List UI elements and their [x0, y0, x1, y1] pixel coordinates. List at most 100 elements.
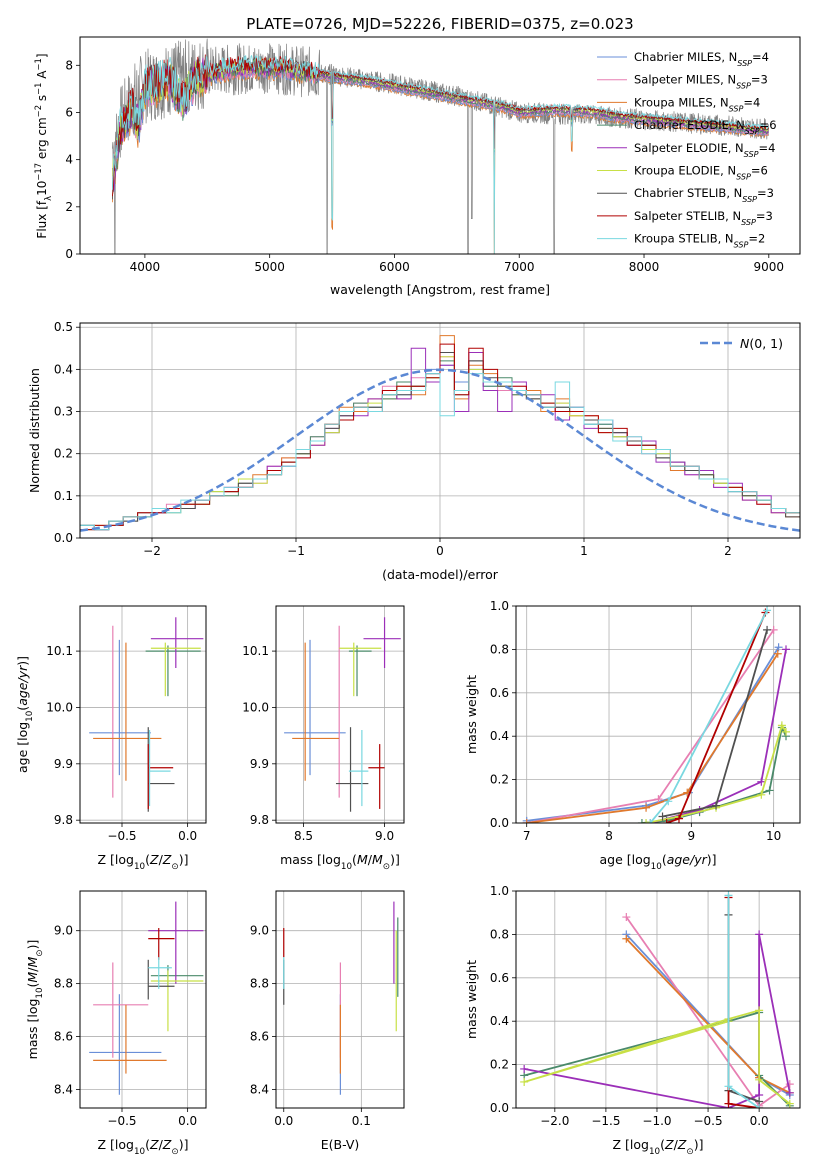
- y-tick-label: 9.0: [250, 924, 269, 938]
- x-axis-label: mass [log10(M/M⊙)]: [280, 852, 400, 872]
- x-axis-label: E(B-V): [321, 1137, 360, 1152]
- weight-point-s-elodie: [520, 1064, 529, 1073]
- legend-label: Salpeter MILES, NSSP=3: [634, 73, 768, 91]
- y-tick-label: 1.0: [490, 599, 509, 613]
- x-axis-label: wavelength [Angstrom, rest frame]: [330, 282, 550, 297]
- legend-label: Kroupa ELODIE, NSSP=6: [634, 164, 768, 182]
- weight-line-k-elodie: [523, 1009, 791, 1105]
- weight-point-s-elodie: [782, 645, 791, 654]
- model-spectrum-k-stelib: [112, 54, 769, 254]
- weight-point-s-stelib: [662, 819, 671, 823]
- y-tick-label: 9.8: [54, 813, 73, 827]
- x-tick-label: 0.0: [750, 1114, 769, 1128]
- y-tick-label: 10.0: [242, 700, 269, 714]
- x-tick-label: 8.5: [294, 829, 313, 843]
- weight-line-k-elodie: [645, 723, 787, 823]
- y-tick-label: 0.0: [54, 531, 73, 545]
- axes-frame: [79, 890, 207, 1109]
- weight-line-c-stelib: [662, 629, 768, 818]
- weight-vs-z-panel: −2.0 −1.5 −1.0 −0.5 0.0 0.0 0.2 0.4 0.6 0.8 1.0 Z […: [464, 884, 801, 1157]
- x-tick-label: 0.0: [178, 829, 197, 843]
- x-tick-label: −1: [287, 544, 305, 558]
- axes-frame: [79, 322, 801, 539]
- residual-data: [80, 335, 800, 538]
- weight-line-k-miles: [526, 653, 779, 823]
- legend-label: Salpeter ELODIE, NSSP=4: [634, 141, 775, 159]
- x-tick-label: 1: [580, 544, 588, 558]
- weight-point-k-miles: [622, 934, 631, 943]
- axes-frame: [275, 890, 405, 1109]
- x-axis-label: Z [log10(Z/Z⊙)]: [98, 1137, 189, 1157]
- y-tick-label: 1.0: [490, 884, 509, 898]
- y-tick-label: 10.0: [46, 700, 73, 714]
- y-tick-label: 0.4: [54, 362, 73, 376]
- weight-point-k-stelib: [724, 1082, 733, 1091]
- y-tick-label: 0.0: [490, 1101, 509, 1115]
- legend-label: N(0, 1): [740, 336, 783, 351]
- x-tick-label: 8000: [629, 260, 660, 274]
- weight-point-s-elodie: [785, 1088, 794, 1097]
- legend-label: Kroupa MILES, NSSP=4: [634, 95, 760, 113]
- mass-vs-ebv-data: [283, 901, 399, 1095]
- y-axis-label: age [log10(age/yr)]: [15, 656, 35, 773]
- x-tick-label: 9.0: [375, 829, 394, 843]
- weight-point-k-elodie: [782, 727, 791, 736]
- normal-reference-curve: [80, 368, 800, 532]
- weight-point-c-stelib: [658, 812, 667, 821]
- age-vs-mass-data: [284, 617, 401, 812]
- x-tick-label: −0.5: [107, 1114, 136, 1128]
- y-tick-label: 9.0: [54, 924, 73, 938]
- weight-point-k-miles: [522, 819, 531, 823]
- age-vs-z-data: [89, 617, 204, 812]
- y-tick-label: 8.6: [250, 1030, 269, 1044]
- weight-point-k-stelib: [646, 819, 655, 823]
- residual-panel: −2 −1 0 1 2 0.0 0.1 0.2 0.3 0.4 0.5 (data-model)/er…: [27, 320, 801, 582]
- axes-frame: [515, 890, 801, 1109]
- x-axis-label: (data-model)/error: [382, 567, 499, 582]
- legend-label: Chabrier STELIB, NSSP=3: [634, 186, 774, 204]
- y-axis-label: mass weight: [464, 675, 479, 754]
- x-tick-label: 0.1: [352, 1114, 371, 1128]
- weight-point-k-stelib: [664, 797, 673, 806]
- y-tick-label: 0.6: [490, 686, 509, 700]
- mass-vs-ebv-panel: 0.0 0.1 8.4 8.6 8.8 9.0 E(B-V): [250, 890, 405, 1152]
- weight-vs-age-data: [522, 606, 791, 823]
- y-tick-label: 0.4: [490, 1014, 509, 1028]
- y-axis-label: Flux [fλ10−17 erg cm−2 s−1 A−1]: [33, 53, 53, 238]
- weight-point-k-miles: [642, 803, 651, 812]
- legend-label: Chabrier ELODIE, NSSP=6: [634, 118, 777, 136]
- weight-line-k-stelib: [727, 895, 760, 1108]
- x-tick-label: −0.5: [693, 1114, 722, 1128]
- weight-point-s-elodie: [757, 777, 766, 786]
- y-tick-label: 0.1: [54, 489, 73, 503]
- x-tick-label: −2.0: [540, 1114, 569, 1128]
- x-tick-label: 9: [688, 829, 696, 843]
- legend-label: Salpeter STELIB, NSSP=3: [634, 209, 773, 227]
- x-tick-label: −0.5: [107, 829, 136, 843]
- y-tick-label: 8.8: [250, 977, 269, 991]
- model-spectrum-c-miles: [112, 61, 769, 192]
- y-tick-label: 8.6: [54, 1030, 73, 1044]
- x-tick-label: 10: [766, 829, 781, 843]
- weight-line-c-elodie: [641, 724, 787, 823]
- mass-vs-z-data: [89, 901, 204, 1095]
- x-tick-label: −2: [143, 544, 161, 558]
- spectrum-panel: 4000 5000 6000 7000 8000 9000 0 2 4 6 8 wavelength …: [33, 36, 801, 297]
- y-tick-label: 0.8: [490, 927, 509, 941]
- y-axis-label: mass weight: [464, 960, 479, 1039]
- x-tick-label: 5000: [254, 260, 285, 274]
- figure-title: PLATE=0726, MJD=52226, FIBERID=0375, z=0…: [246, 15, 633, 33]
- y-tick-label: 0.2: [54, 447, 73, 461]
- weight-point-s-stelib: [674, 814, 683, 823]
- weight-point-k-elodie: [757, 790, 766, 799]
- weight-point-c-elodie: [637, 819, 646, 823]
- x-tick-label: 4000: [130, 260, 161, 274]
- weight-point-s-miles: [622, 913, 631, 922]
- spectrum-legend: Chabrier MILES, NSSP=4 Salpeter MILES, NS…: [597, 50, 777, 249]
- x-tick-label: 6000: [379, 260, 410, 274]
- x-axis-label: age [log10(age/yr)]: [599, 852, 716, 872]
- y-tick-label: 10.1: [46, 644, 73, 658]
- axes-frame: [275, 605, 405, 824]
- y-tick-label: 0.0: [490, 816, 509, 830]
- legend-label: Chabrier MILES, NSSP=4: [634, 50, 769, 68]
